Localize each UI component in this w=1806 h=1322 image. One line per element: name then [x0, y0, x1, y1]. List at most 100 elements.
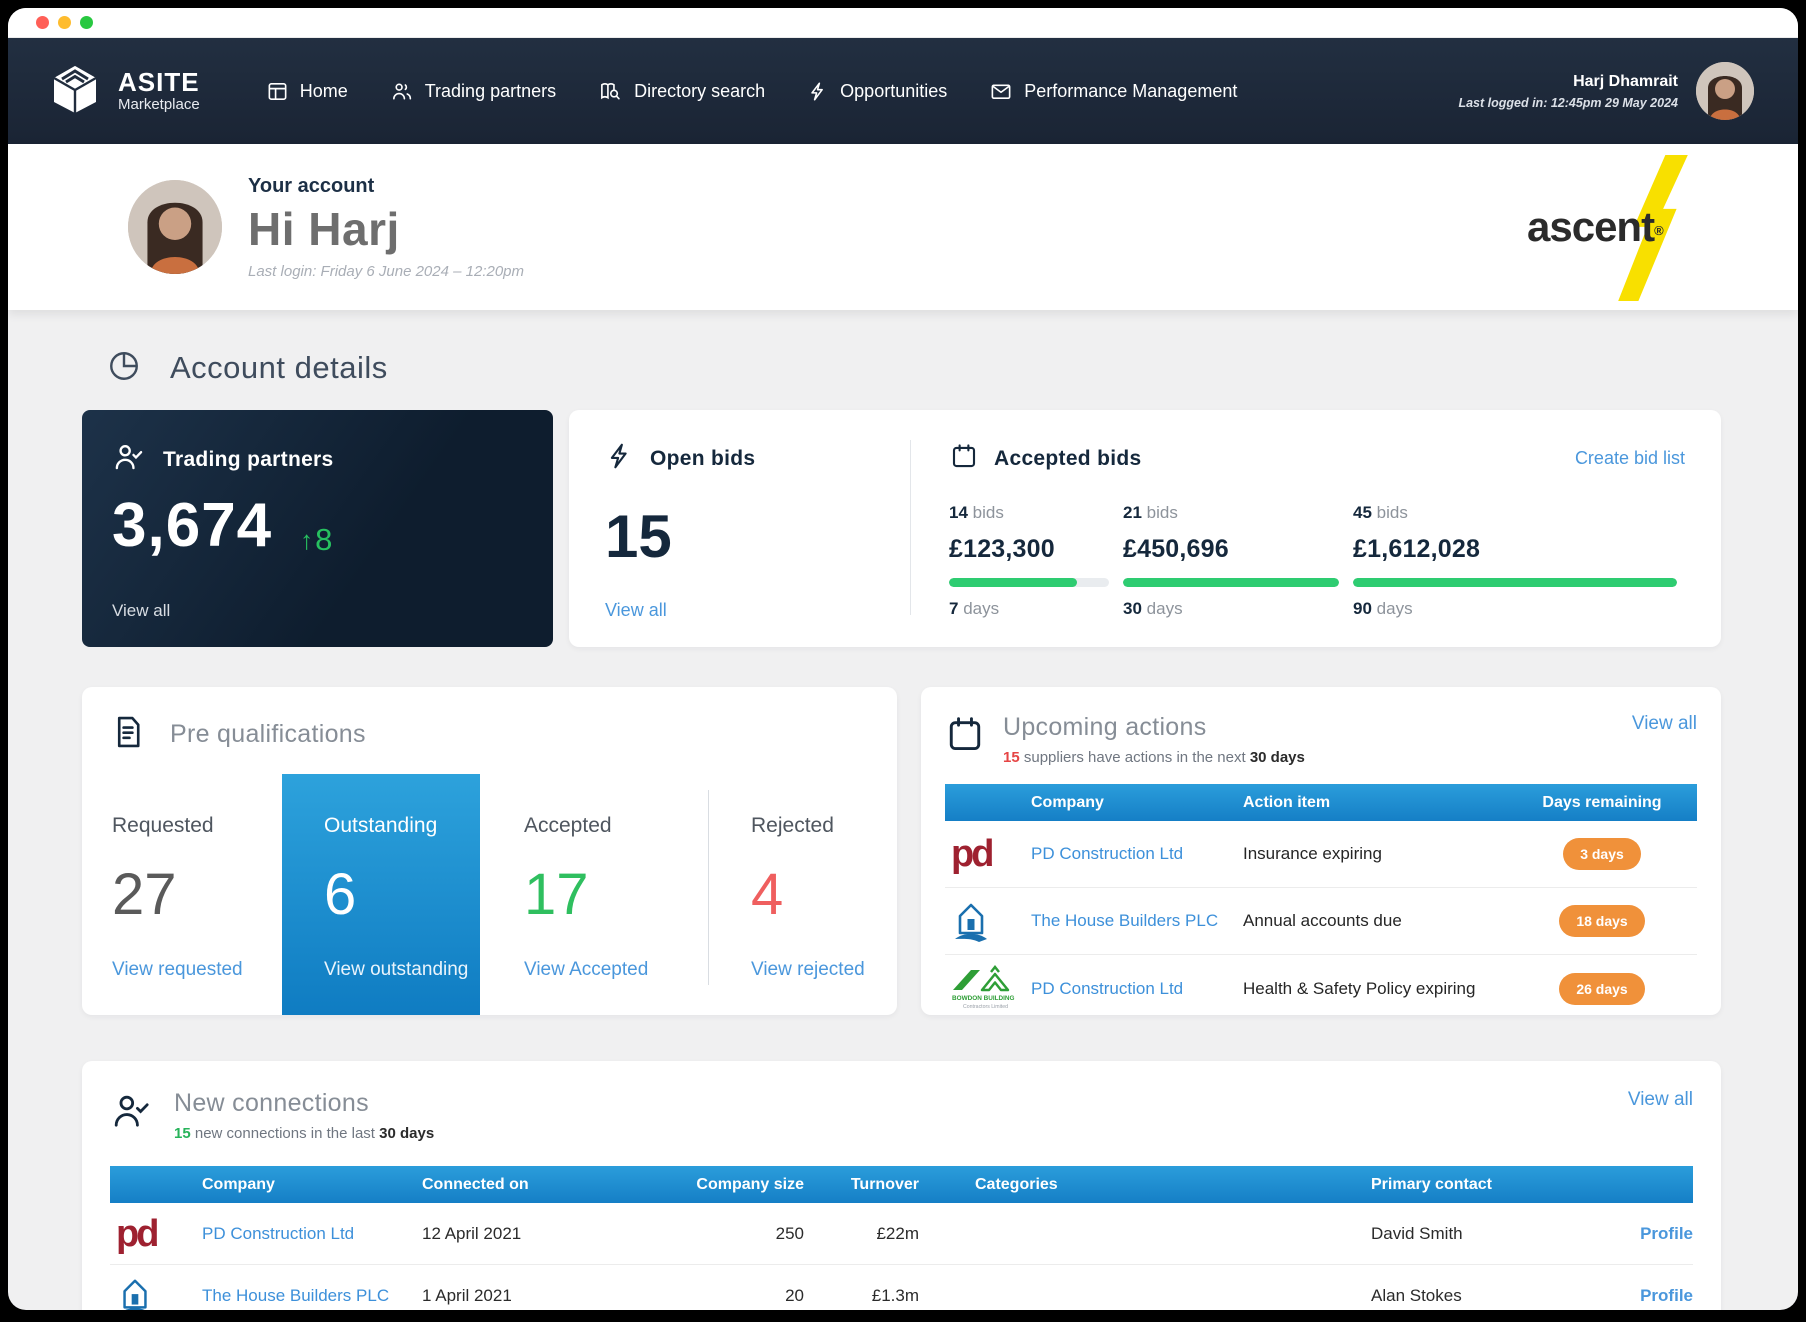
minimize-window-button[interactable]: [58, 16, 71, 29]
new-connections-table: Company Connected on Company size Turnov…: [110, 1166, 1693, 1310]
bid-amount: £450,696: [1123, 535, 1229, 563]
brand-subtitle: Marketplace: [118, 96, 200, 114]
create-bid-list-link[interactable]: Create bid list: [1574, 448, 1685, 468]
accepted-bids-title: Accepted bids: [994, 446, 1142, 470]
envelope-icon: [989, 80, 1013, 103]
view-rejected-link[interactable]: View rejected: [751, 959, 865, 980]
upcoming-actions-table: Company Action item Days remaining pd PD…: [945, 784, 1697, 1022]
nav-item-home[interactable]: Home: [266, 80, 348, 103]
trading-partners-card[interactable]: Trading partners 3,674 ↑ 8 View all: [82, 410, 553, 647]
company-link[interactable]: PD Construction Ltd: [202, 1223, 355, 1243]
days-remaining-badge: 3 days: [1563, 838, 1641, 870]
divider: [708, 790, 709, 985]
rejected-count: 4: [751, 862, 784, 927]
pre-qualifications-card: Pre qualifications Requested 27 View req…: [82, 687, 897, 1015]
house-builders-logo: [110, 1274, 202, 1310]
prequal-column-outstanding-selected[interactable]: Outstanding 6 View outstanding: [282, 774, 480, 1015]
hero-eyebrow: Your account: [248, 174, 375, 197]
person-check-icon: [112, 440, 148, 479]
trading-partners-view-all-link[interactable]: View all: [112, 601, 171, 620]
bid-amount: £1,612,028: [1353, 535, 1481, 563]
open-bids-count: 15: [605, 503, 672, 570]
outstanding-count: 6: [324, 862, 357, 927]
company-link[interactable]: The House Builders PLC: [1031, 911, 1219, 930]
home-icon: [266, 80, 289, 103]
progress-bar: [949, 578, 1109, 587]
nav-item-directory-search[interactable]: Directory search: [598, 80, 765, 103]
upcoming-actions-view-all-link[interactable]: View all: [1631, 713, 1697, 734]
view-requested-link[interactable]: View requested: [112, 959, 243, 980]
document-icon: [110, 713, 146, 756]
ascent-bolt-icon: [1618, 155, 1688, 306]
ascent-logo: ascent®: [1527, 153, 1702, 301]
hero-last-login: Last login: Friday 6 June 2024 – 12:20pm: [248, 262, 525, 280]
nav-item-performance-management[interactable]: Performance Management: [989, 80, 1237, 103]
new-connections-card: New connections 15 new connections in th…: [82, 1061, 1721, 1310]
trading-partners-title: Trading partners: [163, 447, 334, 471]
svg-text:Contractors Limited: Contractors Limited: [963, 1004, 1008, 1010]
new-connections-view-all-link[interactable]: View all: [1627, 1089, 1693, 1110]
macos-titlebar: [8, 8, 1798, 38]
open-bids-view-all-link[interactable]: View all: [605, 600, 667, 620]
last-logged-in: Last logged in: 12:45pm 29 May 2024: [1458, 95, 1678, 110]
days-remaining-badge: 26 days: [1559, 972, 1645, 1005]
calendar-icon: [945, 713, 985, 760]
table-row: pd PD Construction Ltd 12 April 2021 250…: [110, 1203, 1693, 1265]
zoom-window-button[interactable]: [80, 16, 93, 29]
upcoming-actions-title: Upcoming actions: [1003, 713, 1207, 741]
pd-construction-logo: pd: [951, 833, 994, 875]
person-check-icon: [110, 1089, 156, 1138]
hero-section: Your account Hi Harj Last login: Friday …: [8, 144, 1798, 310]
company-link[interactable]: PD Construction Ltd: [1031, 844, 1184, 863]
table-row: The House Builders PLC Annual accounts d…: [945, 888, 1697, 955]
calendar-icon: [949, 440, 979, 477]
table-header-row: Company Action item Days remaining: [945, 784, 1697, 821]
view-outstanding-link[interactable]: View outstanding: [324, 959, 469, 980]
upcoming-actions-summary: 15 suppliers have actions in the next 30…: [1003, 749, 1305, 766]
table-row: The House Builders PLC 1 April 2021 20 £…: [110, 1265, 1693, 1310]
close-window-button[interactable]: [36, 16, 49, 29]
page-title: Account details: [170, 350, 388, 385]
nav-item-trading-partners[interactable]: Trading partners: [390, 80, 556, 103]
progress-bar: [1353, 578, 1677, 587]
nav-item-label: Opportunities: [840, 80, 948, 101]
trading-partners-delta: ↑ 8: [300, 521, 333, 557]
nav-item-label: Performance Management: [1024, 80, 1238, 101]
house-builders-logo: [945, 898, 1031, 944]
people-icon: [390, 80, 414, 103]
profile-link[interactable]: Profile: [1640, 1223, 1693, 1243]
progress-bar: [1123, 578, 1339, 587]
lightning-icon: [807, 80, 829, 103]
user-avatar[interactable]: [1696, 62, 1754, 120]
upcoming-actions-card: Upcoming actions 15 suppliers have actio…: [921, 687, 1721, 1015]
prequal-column-rejected[interactable]: Rejected 4 View rejected: [709, 774, 897, 1015]
prequal-column-accepted[interactable]: Accepted 17 View Accepted: [480, 774, 708, 1015]
requested-count: 27: [112, 862, 177, 927]
accepted-bids-panel: Accepted bids Create bid list 14 bids £1…: [949, 440, 1685, 621]
prequal-column-requested[interactable]: Requested 27 View requested: [82, 774, 282, 1015]
lightning-icon: [605, 440, 635, 477]
company-link[interactable]: The House Builders PLC: [202, 1285, 390, 1305]
view-accepted-link[interactable]: View Accepted: [524, 959, 649, 980]
bowdon-building-logo: BOWDON BUILDING Contractors Limited: [945, 964, 1031, 1014]
book-search-icon: [598, 80, 623, 103]
profile-link[interactable]: Profile: [1640, 1285, 1693, 1305]
pd-construction-logo: pd: [116, 1212, 159, 1255]
new-connections-summary: 15 new connections in the last 30 days: [174, 1125, 435, 1142]
pre-qualifications-title: Pre qualifications: [170, 720, 366, 748]
up-arrow-icon: ↑: [300, 524, 314, 555]
new-connections-title: New connections: [174, 1089, 369, 1117]
open-bids-title: Open bids: [650, 446, 756, 470]
company-link[interactable]: PD Construction Ltd: [1031, 978, 1184, 998]
bid-amount: £123,300: [949, 535, 1055, 563]
nav-item-label: Home: [299, 80, 348, 101]
bids-card: Open bids 15 View all: [569, 410, 1721, 647]
accepted-count: 17: [524, 862, 589, 927]
brand[interactable]: ASITE Marketplace: [48, 62, 200, 121]
open-bids-panel: Open bids 15 View all: [605, 440, 910, 621]
nav-user: Harj Dhamrait Last logged in: 12:45pm 29…: [1458, 62, 1754, 120]
nav-item-opportunities[interactable]: Opportunities: [807, 80, 947, 103]
ascent-wordmark: ascent®: [1527, 203, 1664, 250]
svg-text:BOWDON BUILDING: BOWDON BUILDING: [952, 995, 1015, 1002]
user-name: Harj Dhamrait: [1573, 72, 1678, 90]
